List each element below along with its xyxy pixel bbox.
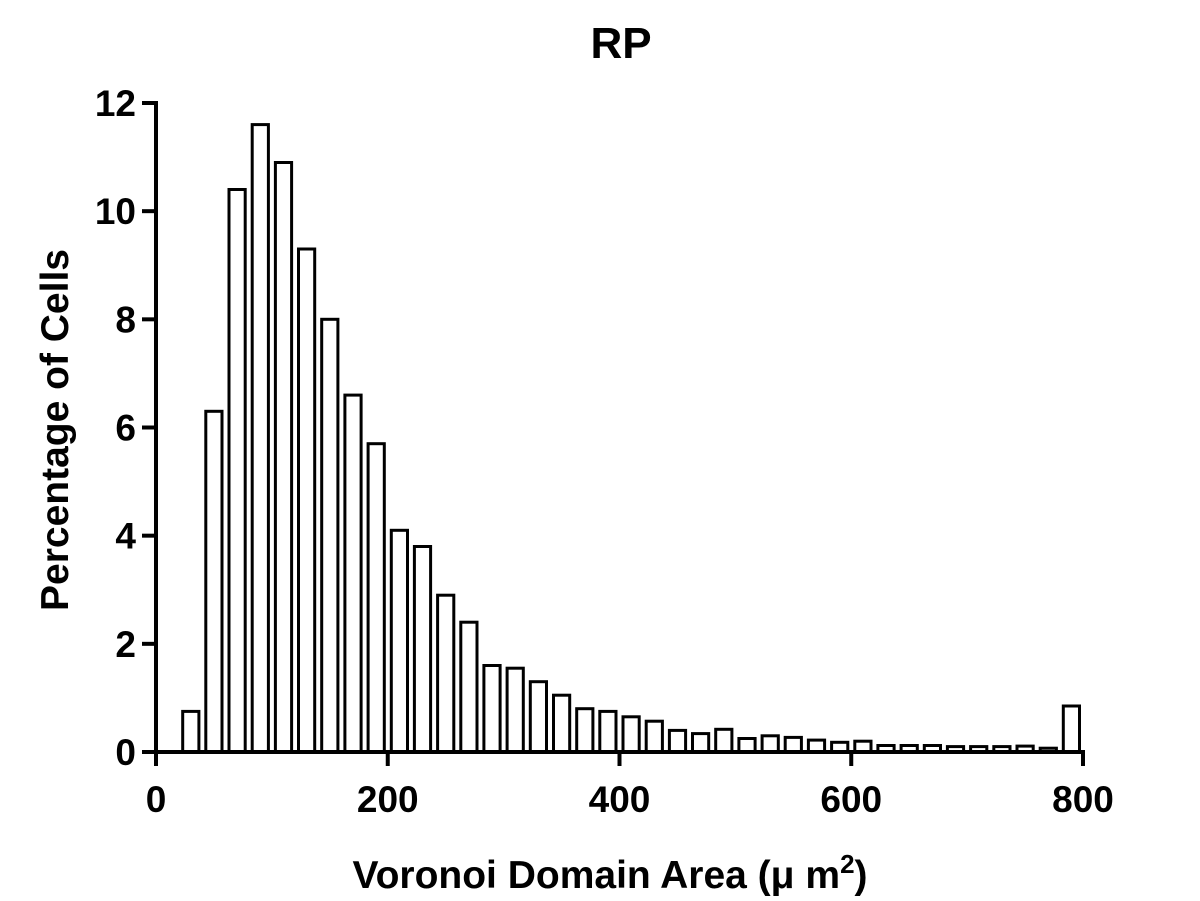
histogram-bar: [459, 620, 479, 754]
histogram-bar: [297, 247, 317, 754]
axes: [154, 101, 1085, 754]
x-axis-label-superscript: 2: [840, 849, 854, 879]
y-tick-label: 6: [115, 408, 136, 449]
x-axis-label: Voronoi Domain Area (μ m2): [352, 849, 867, 897]
histogram-bar: [227, 188, 247, 754]
histogram-bar: [575, 707, 595, 754]
x-tick-label: 400: [589, 779, 651, 820]
x-axis-label-text: Voronoi Domain Area (: [352, 854, 770, 897]
histogram-bar: [714, 727, 734, 754]
y-tick-label: 2: [115, 624, 136, 665]
histogram-bar: [1061, 704, 1082, 754]
histogram-bar: [737, 737, 757, 754]
tick-marks: [142, 101, 1085, 766]
y-tick-label: 0: [115, 732, 136, 773]
histogram-bar: [783, 735, 803, 754]
histogram-bar: [389, 528, 409, 754]
tick-labels: 0 2 4 6 8 10 12 0 200 400 600 800: [95, 83, 1114, 820]
chart-title: RP: [590, 19, 651, 68]
histogram-bar: [366, 442, 386, 754]
histogram-bar: [528, 680, 548, 754]
histogram-bar: [667, 728, 688, 754]
histogram-bar: [343, 393, 363, 754]
x-tick-label: 600: [820, 779, 882, 820]
histogram-bar: [250, 123, 270, 754]
histogram-bar: [598, 709, 618, 754]
x-tick-label: 0: [146, 779, 167, 820]
histogram-bar: [760, 734, 780, 754]
histogram-bar: [482, 664, 502, 754]
histogram-bar: [273, 161, 294, 754]
x-tick-label: 200: [357, 779, 419, 820]
y-tick-label: 4: [115, 516, 136, 557]
histogram-bar: [691, 732, 711, 754]
x-tick-label: 800: [1052, 779, 1114, 820]
histogram-bar: [505, 666, 525, 754]
histogram-bar: [621, 715, 641, 754]
y-tick-label: 8: [115, 299, 136, 340]
y-tick-label: 10: [95, 191, 136, 232]
histogram-bar: [320, 317, 340, 754]
x-axis-label-close: ): [855, 854, 868, 897]
bar-series: [181, 123, 1082, 754]
histogram-bar: [552, 693, 572, 754]
histogram-bar: [412, 545, 433, 754]
x-axis-label-unit: m: [795, 854, 841, 897]
y-tick-label: 12: [95, 83, 136, 124]
histogram-bar: [181, 709, 201, 754]
y-axis-label: Percentage of Cells: [34, 249, 77, 611]
histogram-bar: [644, 719, 664, 754]
histogram-bar: [204, 409, 224, 754]
x-axis-label-mu: μ: [771, 854, 795, 897]
histogram-bar: [436, 593, 456, 754]
